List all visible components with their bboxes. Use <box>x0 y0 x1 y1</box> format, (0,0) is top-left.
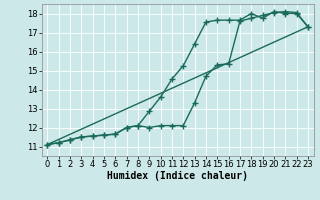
X-axis label: Humidex (Indice chaleur): Humidex (Indice chaleur) <box>107 171 248 181</box>
